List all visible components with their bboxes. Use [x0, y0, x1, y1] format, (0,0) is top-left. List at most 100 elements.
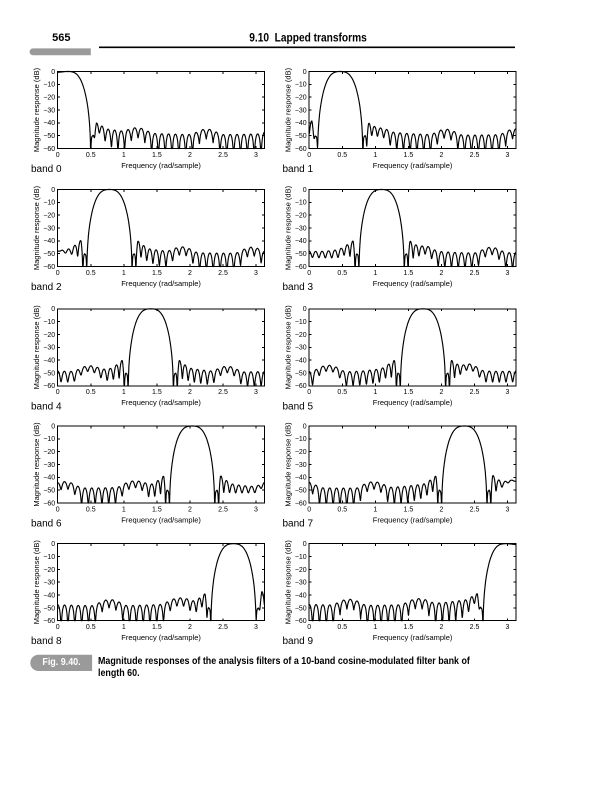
svg-text:−30: −30 — [295, 462, 307, 469]
svg-text:2.5: 2.5 — [470, 270, 480, 277]
svg-text:3: 3 — [506, 152, 510, 159]
svg-text:−50: −50 — [295, 251, 307, 258]
svg-text:−50: −50 — [43, 370, 55, 377]
svg-text:−50: −50 — [43, 488, 55, 495]
svg-text:565: 565 — [52, 32, 70, 44]
svg-text:3: 3 — [506, 506, 510, 513]
svg-text:1.5: 1.5 — [152, 506, 162, 513]
svg-text:−30: −30 — [295, 107, 307, 114]
svg-text:−20: −20 — [43, 332, 55, 339]
svg-text:−50: −50 — [295, 133, 307, 140]
svg-text:−20: −20 — [43, 449, 55, 456]
svg-text:−10: −10 — [43, 319, 55, 326]
svg-text:−20: −20 — [295, 567, 307, 574]
svg-text:0.5: 0.5 — [86, 389, 96, 396]
svg-text:band 9: band 9 — [283, 636, 314, 647]
svg-text:Magnitude response (dB): Magnitude response (dB) — [284, 185, 293, 270]
svg-text:Frequency (rad/sample): Frequency (rad/sample) — [121, 633, 201, 642]
svg-text:3: 3 — [506, 389, 510, 396]
svg-text:0: 0 — [56, 389, 60, 396]
svg-text:Frequency (rad/sample): Frequency (rad/sample) — [121, 398, 201, 407]
svg-text:band 3: band 3 — [283, 282, 314, 293]
svg-text:band 0: band 0 — [31, 164, 62, 175]
svg-text:band 7: band 7 — [283, 519, 314, 530]
svg-text:0.5: 0.5 — [337, 506, 347, 513]
svg-text:3: 3 — [506, 270, 510, 277]
svg-text:−40: −40 — [295, 475, 307, 482]
svg-text:Magnitude response (dB): Magnitude response (dB) — [32, 422, 41, 507]
svg-text:0.5: 0.5 — [337, 152, 347, 159]
svg-text:0: 0 — [56, 506, 60, 513]
svg-text:−60: −60 — [295, 264, 307, 271]
svg-text:2.5: 2.5 — [470, 506, 480, 513]
svg-text:−30: −30 — [43, 462, 55, 469]
svg-text:−30: −30 — [295, 345, 307, 352]
svg-text:−60: −60 — [43, 146, 55, 153]
svg-text:3: 3 — [254, 270, 258, 277]
svg-text:1: 1 — [122, 152, 126, 159]
svg-text:−60: −60 — [295, 146, 307, 153]
svg-text:−50: −50 — [43, 605, 55, 612]
svg-text:Magnitude response (dB): Magnitude response (dB) — [284, 422, 293, 507]
svg-text:2: 2 — [439, 389, 443, 396]
svg-text:−40: −40 — [43, 475, 55, 482]
svg-text:2: 2 — [188, 506, 192, 513]
svg-text:−40: −40 — [43, 238, 55, 245]
svg-text:Magnitude response (dB): Magnitude response (dB) — [284, 67, 293, 152]
svg-text:−30: −30 — [295, 580, 307, 587]
svg-text:2.5: 2.5 — [218, 270, 228, 277]
svg-text:0.5: 0.5 — [86, 152, 96, 159]
svg-text:Magnitude response (dB): Magnitude response (dB) — [32, 185, 41, 270]
svg-text:−10: −10 — [295, 319, 307, 326]
svg-text:0: 0 — [303, 423, 307, 430]
svg-text:length 60.: length 60. — [98, 666, 140, 678]
svg-text:−40: −40 — [295, 592, 307, 599]
svg-text:0: 0 — [56, 152, 60, 159]
svg-text:2.5: 2.5 — [470, 152, 480, 159]
svg-text:0: 0 — [307, 152, 311, 159]
svg-text:0.5: 0.5 — [86, 624, 96, 631]
svg-text:−40: −40 — [43, 358, 55, 365]
svg-text:Magnitude response (dB): Magnitude response (dB) — [32, 67, 41, 152]
svg-text:−10: −10 — [43, 82, 55, 89]
svg-text:2: 2 — [188, 152, 192, 159]
svg-text:1: 1 — [122, 270, 126, 277]
svg-text:−60: −60 — [295, 383, 307, 390]
svg-text:2: 2 — [188, 270, 192, 277]
svg-text:−20: −20 — [295, 95, 307, 102]
svg-text:Magnitude response (dB): Magnitude response (dB) — [32, 540, 41, 625]
svg-text:0.5: 0.5 — [86, 506, 96, 513]
svg-text:0: 0 — [51, 423, 55, 430]
svg-text:2: 2 — [188, 624, 192, 631]
svg-text:−50: −50 — [295, 605, 307, 612]
svg-text:band 1: band 1 — [283, 164, 314, 175]
svg-text:1: 1 — [373, 270, 377, 277]
svg-text:−20: −20 — [295, 449, 307, 456]
svg-text:−60: −60 — [43, 618, 55, 625]
svg-text:−30: −30 — [295, 225, 307, 232]
svg-text:band 8: band 8 — [31, 636, 62, 647]
svg-text:1: 1 — [122, 624, 126, 631]
svg-text:0: 0 — [307, 624, 311, 631]
svg-text:0: 0 — [303, 187, 307, 194]
svg-text:1.5: 1.5 — [152, 389, 162, 396]
svg-text:1.5: 1.5 — [404, 389, 414, 396]
svg-text:−50: −50 — [295, 370, 307, 377]
svg-text:−20: −20 — [295, 213, 307, 220]
svg-text:1: 1 — [373, 506, 377, 513]
svg-text:−20: −20 — [43, 213, 55, 220]
svg-text:1: 1 — [373, 624, 377, 631]
svg-text:2: 2 — [188, 389, 192, 396]
svg-text:1.5: 1.5 — [404, 270, 414, 277]
svg-text:−30: −30 — [43, 345, 55, 352]
svg-text:Frequency (rad/sample): Frequency (rad/sample) — [373, 515, 453, 524]
svg-text:−20: −20 — [43, 95, 55, 102]
svg-text:2.5: 2.5 — [218, 389, 228, 396]
svg-text:0: 0 — [303, 306, 307, 313]
svg-text:Magnitude response (dB): Magnitude response (dB) — [32, 305, 41, 390]
svg-text:0: 0 — [51, 69, 55, 76]
svg-text:band 5: band 5 — [283, 401, 314, 412]
svg-text:0: 0 — [303, 541, 307, 548]
svg-text:band 6: band 6 — [31, 519, 62, 530]
svg-text:3: 3 — [254, 506, 258, 513]
